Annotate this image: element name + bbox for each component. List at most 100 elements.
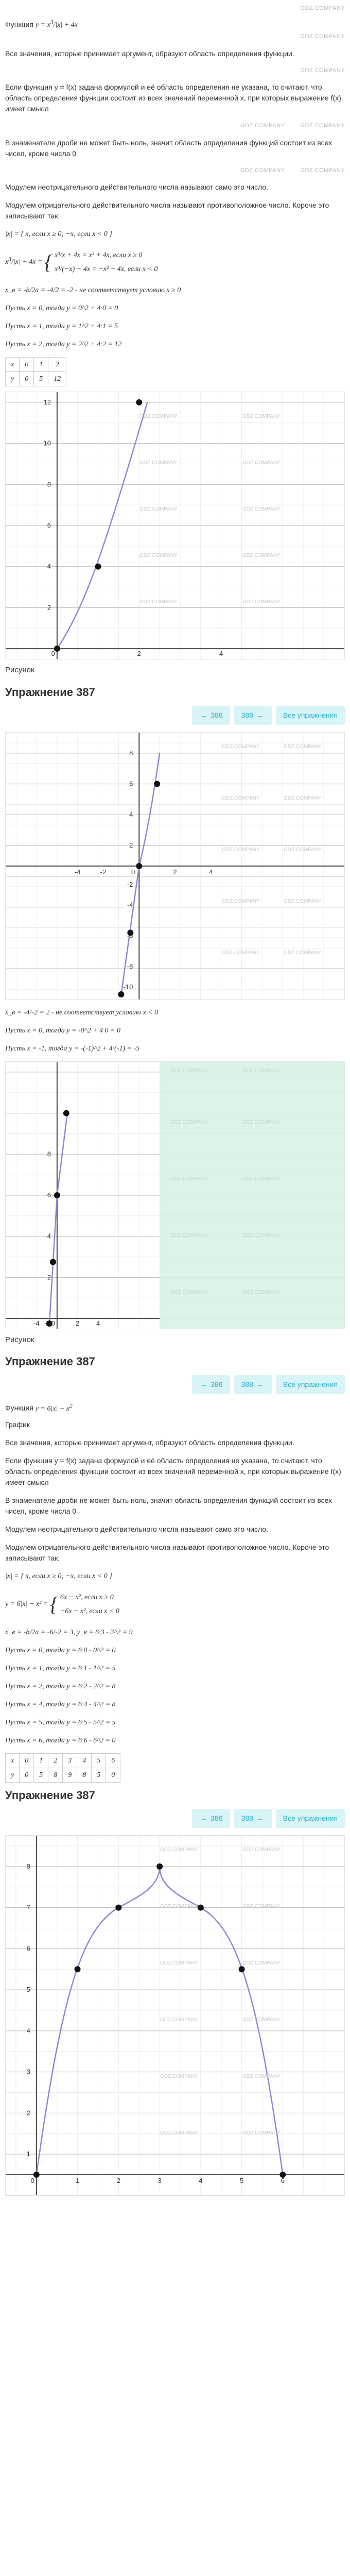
- data-point[interactable]: [75, 1966, 81, 1972]
- data-point[interactable]: [54, 1192, 60, 1198]
- piecewise-derivation-2: y = 6|x| − x² = { 6x − x², если x ≥ 0 −6…: [5, 1589, 345, 1620]
- exercise-nav-1: ← 386 388 → Все упражнения: [5, 706, 345, 725]
- data-point[interactable]: [154, 781, 160, 787]
- svg-text:6: 6: [47, 521, 51, 529]
- svg-text:5: 5: [27, 1986, 30, 1993]
- svg-text:-2: -2: [127, 880, 133, 888]
- svg-text:-2: -2: [100, 868, 107, 876]
- svg-text:2: 2: [137, 650, 141, 657]
- vertex-calc-3: x_в = -b/2a = -6/-2 = 3, y_в = 6·3 - 3^2…: [5, 1627, 345, 1638]
- svg-text:4: 4: [219, 650, 223, 657]
- data-point[interactable]: [46, 1320, 52, 1327]
- modulus-text-2: Модулем отрицательного действительного ч…: [5, 200, 345, 222]
- data-point[interactable]: [198, 1904, 204, 1910]
- table-row-y: y 0 5 12: [6, 372, 66, 386]
- exercise-title-1: Упражнение 387: [5, 684, 345, 701]
- data-point[interactable]: [63, 1110, 69, 1116]
- graph-svg-1: 0 2 4 2 4 6 8 10 12: [6, 392, 344, 659]
- graph-svg-3: -4 -2 0 2 4 2 4 6 8: [6, 1062, 344, 1329]
- function-formula-1: y = x3/|x| + 4x: [36, 21, 78, 29]
- point-1a: Пусть x = 0, тогда y = 0^2 + 4·0 = 0: [5, 303, 345, 314]
- svg-text:6: 6: [281, 2177, 285, 2184]
- prev-exercise-button-3[interactable]: ← 386: [192, 1809, 230, 1828]
- figure-caption-1: Рисунок: [5, 665, 345, 676]
- prev-exercise-button-2[interactable]: ← 386: [192, 1375, 230, 1394]
- point-2a: Пусть x = 0, тогда y = -0^2 + 4·0 = 0: [5, 1025, 345, 1036]
- svg-text:2: 2: [76, 1319, 79, 1327]
- exercise-title-3: Упражнение 387: [5, 1787, 345, 1804]
- function-label-2: Функция y = 6|x| − x2: [5, 1401, 345, 1414]
- next-exercise-button-2[interactable]: 388 →: [234, 1375, 272, 1394]
- point-3-2: Пусть x = 2, тогда y = 6·2 - 2^2 = 8: [5, 1681, 345, 1692]
- data-point[interactable]: [127, 929, 133, 936]
- prev-exercise-button[interactable]: ← 386: [192, 706, 230, 725]
- point-2b: Пусть x = -1, тогда y = -(-1)^2 + 4·(-1)…: [5, 1043, 345, 1054]
- svg-text:10: 10: [44, 439, 51, 447]
- svg-text:2: 2: [173, 868, 177, 876]
- piecewise-derivation-1: x3/|x| + 4x = { x³/x + 4x = x² + 4x, есл…: [5, 247, 345, 278]
- data-point[interactable]: [156, 1863, 163, 1870]
- svg-text:4: 4: [199, 2177, 202, 2184]
- graph-label-2: График: [5, 1419, 345, 1430]
- modulus-text-2a: Модулем неотрицательного действительного…: [5, 1524, 345, 1535]
- def-text-2b: В знаменателе дроби не может быть ноль, …: [5, 1495, 345, 1517]
- svg-text:6: 6: [129, 779, 133, 787]
- function-label-1: Функция y = x3/|x| + 4x: [5, 18, 345, 31]
- all-exercises-button-3[interactable]: Все упражнения: [276, 1809, 345, 1828]
- svg-text:1: 1: [27, 2150, 30, 2158]
- vertex-calc-1: x_в = -b/2a = -4/2 = -2 - не соответству…: [5, 285, 345, 296]
- point-3-5: Пусть x = 6, тогда y = 6·6 - 6^2 = 0: [5, 1735, 345, 1746]
- all-exercises-button-2[interactable]: Все упражнения: [276, 1375, 345, 1394]
- svg-text:4: 4: [47, 563, 51, 570]
- svg-text:6: 6: [27, 1944, 30, 1952]
- point-1b: Пусть x = 1, тогда y = 1^2 + 4·1 = 5: [5, 321, 345, 332]
- data-point[interactable]: [239, 1966, 245, 1972]
- svg-text:0: 0: [31, 2177, 34, 2184]
- graph-full-piecewise: -4 -2 0 2 4 2 4 6 8 -2 -4 -6 -8 -10 GDZ.…: [5, 732, 345, 1000]
- modulus-text-1: Модулем неотрицательного действительного…: [5, 182, 345, 193]
- graph-full-piecewise-duplicate: -4 -2 0 2 4 2 4 6 8 GDZ.COMPANY GDZ.COMP…: [5, 1061, 345, 1329]
- data-point[interactable]: [50, 1259, 56, 1265]
- all-exercises-button[interactable]: Все упражнения: [276, 706, 345, 725]
- svg-text:2: 2: [27, 2109, 30, 2116]
- watermark-text: GDZ.COMPANY: [300, 4, 345, 13]
- svg-text:4: 4: [47, 1232, 51, 1240]
- svg-text:12: 12: [44, 398, 51, 406]
- svg-text:4: 4: [96, 1319, 100, 1327]
- def-text-1a: Если функция y = f(x) задана формулой и …: [5, 82, 345, 114]
- data-point[interactable]: [136, 863, 142, 869]
- def-text-1b: В знаменателе дроби не может быть ноль, …: [5, 138, 345, 159]
- graph-branch-x-positive: 0 2 4 2 4 6 8 10 12 GDZ.COMPANY GDZ.COMP…: [5, 392, 345, 659]
- svg-text:8: 8: [27, 1862, 30, 1870]
- figure-caption-2: Рисунок: [5, 1334, 345, 1346]
- data-point[interactable]: [95, 564, 101, 570]
- data-point[interactable]: [115, 1904, 121, 1910]
- data-point[interactable]: [118, 991, 124, 997]
- modulus-formula-2: |x| = { x, если x ≥ 0; −x, если x < 0 }: [5, 1571, 345, 1582]
- data-point[interactable]: [33, 2172, 40, 2178]
- svg-text:8: 8: [47, 480, 51, 488]
- svg-text:8: 8: [129, 749, 133, 756]
- svg-text:-8: -8: [127, 962, 133, 970]
- chevron-right-icon: →: [256, 1380, 264, 1388]
- chevron-right-icon: →: [256, 711, 264, 719]
- chevron-left-icon: ←: [200, 711, 207, 719]
- intro-heading-2: Все значения, которые принимает аргумент…: [5, 1437, 345, 1448]
- svg-text:4: 4: [129, 810, 133, 818]
- point-3-4: Пусть x = 5, тогда y = 6·5 - 5^2 = 5: [5, 1717, 345, 1728]
- data-point[interactable]: [279, 2172, 286, 2178]
- intro-heading-1: Все значения, которые принимает аргумент…: [5, 48, 345, 59]
- next-exercise-button-3[interactable]: 388 →: [234, 1809, 272, 1828]
- chevron-left-icon: ←: [200, 1380, 207, 1388]
- graph-parabola: 0 1 2 3 4 5 6 1 2 3 4 5 6 7 8 GDZ.COM: [5, 1835, 345, 2196]
- svg-text:-4: -4: [33, 1319, 40, 1327]
- svg-text:-10: -10: [124, 983, 133, 991]
- data-point[interactable]: [54, 646, 60, 652]
- graph-svg-4: 0 1 2 3 4 5 6 1 2 3 4 5 6 7 8: [6, 1836, 344, 2195]
- point-3-3: Пусть x = 4, тогда y = 6·4 - 4^2 = 8: [5, 1699, 345, 1710]
- data-point[interactable]: [136, 399, 142, 405]
- def-text-2a: Если функция y = f(x) задана формулой и …: [5, 1455, 345, 1488]
- svg-text:0: 0: [131, 868, 135, 876]
- next-exercise-button[interactable]: 388 →: [234, 706, 272, 725]
